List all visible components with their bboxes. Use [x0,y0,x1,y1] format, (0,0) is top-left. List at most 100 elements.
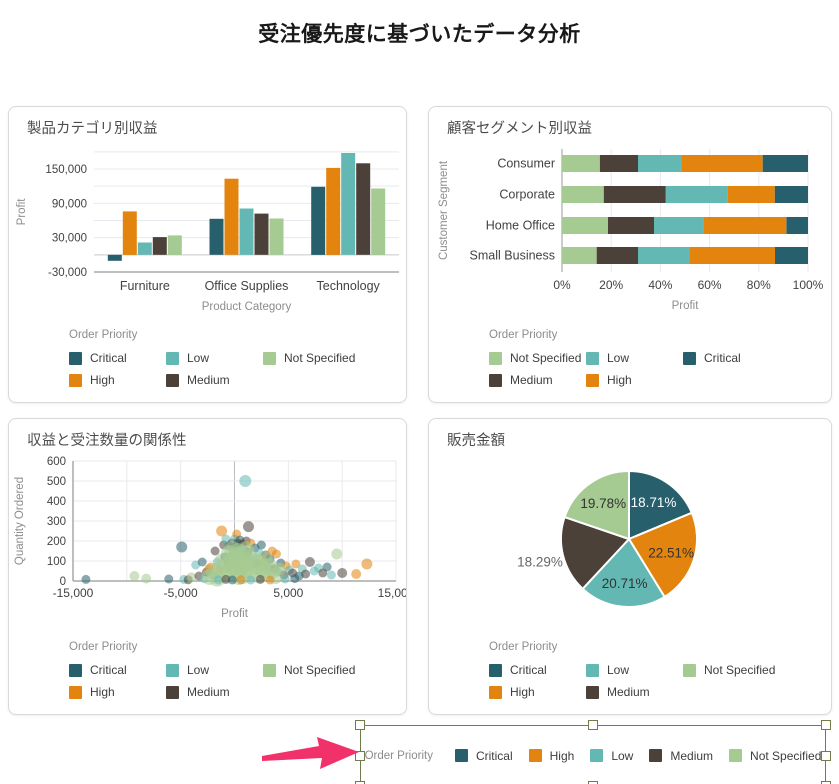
scatter-point[interactable] [176,541,188,553]
bar-segment[interactable] [638,155,682,172]
bar-segment[interactable] [599,155,638,172]
legend-item[interactable]: Not Specified [729,748,821,764]
scatter-point[interactable] [304,557,315,567]
bar-segment[interactable] [562,247,597,264]
bar[interactable] [356,163,371,255]
legend-item[interactable]: Low [586,350,683,366]
selection-handle[interactable] [588,781,598,784]
bar[interactable] [209,218,224,255]
legend-item[interactable]: Medium [586,684,683,700]
scatter-point[interactable] [186,572,197,583]
scatter-point[interactable] [255,574,265,584]
pie-slice[interactable] [628,469,693,540]
scatter-point[interactable] [227,575,237,585]
selection-handle[interactable] [821,781,831,784]
bar-segment[interactable] [682,155,763,172]
scatter-point[interactable] [197,557,207,567]
scatter-point[interactable] [164,574,174,584]
scatter-point[interactable] [243,521,254,533]
selection-handle[interactable] [821,750,831,761]
scatter-point[interactable] [239,475,252,487]
scatter-point[interactable] [236,575,246,585]
legend-item[interactable]: Not Specified [263,350,360,366]
bar[interactable] [152,237,167,255]
legend-item[interactable]: Medium [649,748,713,764]
bar[interactable] [254,213,269,255]
bar-segment[interactable] [638,247,690,264]
scatter-point[interactable] [272,549,281,559]
bar-segment[interactable] [562,186,604,203]
bar-segment[interactable] [562,155,600,172]
bar[interactable] [326,167,341,255]
scatter-point[interactable] [246,575,256,585]
legend-item[interactable]: High [528,748,574,764]
legend-item[interactable]: High [69,372,166,388]
scatter-point[interactable] [290,574,300,584]
scatter-point[interactable] [291,559,301,569]
bar[interactable] [107,254,122,261]
bar-segment[interactable] [774,186,808,203]
scatter-point[interactable] [141,573,152,584]
scatter-point[interactable] [129,571,140,581]
scatter-point[interactable] [216,525,228,537]
legend-item[interactable]: Critical [69,350,166,366]
scatter-point[interactable] [280,574,290,584]
bar-segment[interactable] [665,186,728,203]
legend-item[interactable]: Medium [489,372,586,388]
selection-handle[interactable] [588,720,598,730]
selection-handle[interactable] [355,781,365,784]
bar-segment[interactable] [762,155,808,172]
scatter-point[interactable] [265,575,275,585]
scatter-point[interactable] [221,534,231,544]
legend-item[interactable]: Low [166,350,263,366]
bar[interactable] [239,208,254,255]
scatter-point[interactable] [213,575,223,585]
scatter-point[interactable] [210,546,220,556]
legend-item[interactable]: Not Specified [263,662,360,678]
legend-item[interactable]: High [586,372,683,388]
bar[interactable] [122,211,137,255]
scatter-point[interactable] [326,570,336,580]
selected-legend-widget[interactable]: Order Priority Critical High Low Medium Not … [355,720,831,784]
legend-item[interactable]: Low [586,662,683,678]
scatter-point[interactable] [331,548,343,560]
scatter-point[interactable] [351,569,362,579]
bar[interactable] [224,178,239,255]
scatter-point[interactable] [361,558,373,570]
bar-segment[interactable] [775,247,808,264]
legend-item[interactable]: Low [166,662,263,678]
legend-item[interactable]: Critical [489,662,586,678]
bar[interactable] [137,242,152,255]
selection-handle[interactable] [355,720,365,730]
scatter-point[interactable] [273,563,286,575]
legend-item[interactable]: Medium [166,684,263,700]
scatter-point[interactable] [256,540,266,550]
pie-slice[interactable] [563,470,630,540]
legend-item[interactable]: Low [590,748,633,764]
bar-segment[interactable] [703,217,787,234]
bar-segment[interactable] [654,217,704,234]
bar[interactable] [311,186,326,255]
legend-item[interactable]: Not Specified [683,662,780,678]
legend-item[interactable]: Critical [454,748,513,764]
scatter-point[interactable] [337,568,348,578]
selection-handle[interactable] [355,750,365,761]
selection-handle[interactable] [821,720,831,730]
pie-slice[interactable] [628,511,699,598]
bar[interactable] [341,153,356,255]
pie-slice[interactable] [560,516,630,590]
pie-slice[interactable] [581,538,666,608]
legend-item[interactable]: Critical [69,662,166,678]
legend-item[interactable]: Critical [683,350,780,366]
bar-segment[interactable] [596,247,638,264]
bar-segment[interactable] [608,217,654,234]
bar-segment[interactable] [562,217,608,234]
legend-item[interactable]: Medium [166,372,263,388]
scatter-point[interactable] [322,562,332,572]
legend-item[interactable]: High [69,684,166,700]
bar[interactable] [167,235,182,255]
bar-segment[interactable] [603,186,666,203]
legend-item[interactable]: Not Specified [489,350,586,366]
bar-segment[interactable] [727,186,775,203]
bar[interactable] [269,218,284,255]
